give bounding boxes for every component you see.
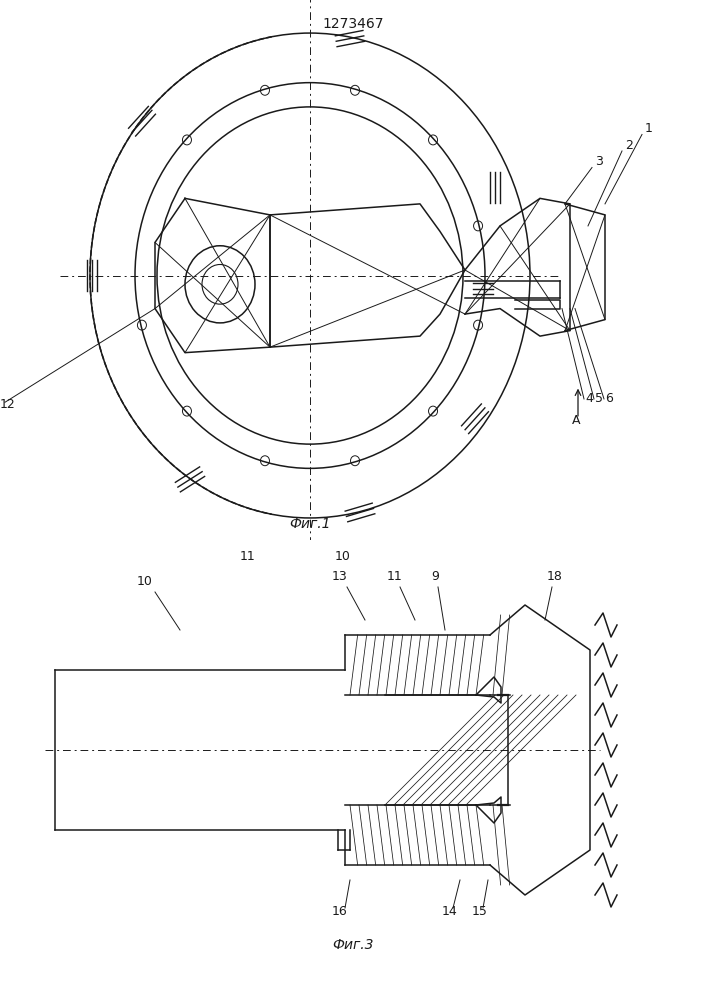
- Text: 2: 2: [625, 139, 633, 152]
- Text: 5: 5: [595, 392, 603, 405]
- Text: 11: 11: [240, 550, 256, 563]
- Text: 6: 6: [605, 392, 613, 405]
- Text: 14: 14: [442, 905, 458, 918]
- Text: 11: 11: [387, 570, 403, 583]
- Text: 13: 13: [332, 570, 348, 583]
- Text: 18: 18: [547, 570, 563, 583]
- Text: 15: 15: [472, 905, 488, 918]
- Text: 1273467: 1273467: [322, 17, 384, 31]
- Text: 1: 1: [645, 122, 653, 135]
- Text: 10: 10: [137, 575, 153, 588]
- Text: 10: 10: [335, 550, 351, 563]
- Text: 9: 9: [431, 570, 439, 583]
- Text: 3: 3: [595, 155, 603, 168]
- Text: 16: 16: [332, 905, 348, 918]
- Text: Фиг.3: Фиг.3: [332, 938, 374, 952]
- Text: 4: 4: [585, 392, 593, 405]
- Text: A: A: [572, 414, 580, 427]
- Text: Фиг.1: Фиг.1: [289, 517, 331, 531]
- Text: 12: 12: [0, 398, 16, 411]
